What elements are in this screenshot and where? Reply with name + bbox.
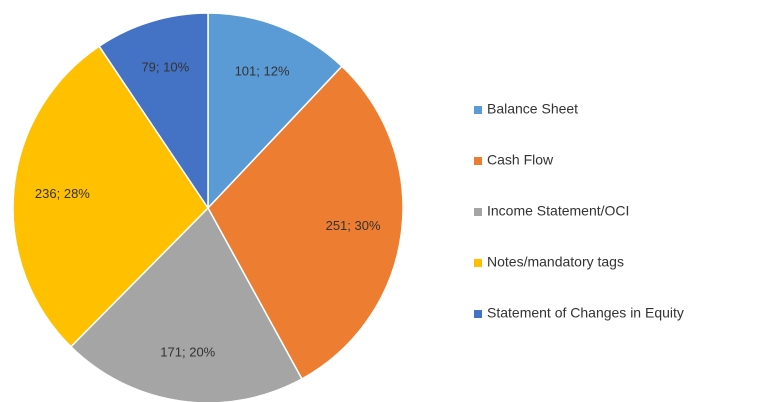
legend-swatch [474, 208, 482, 216]
legend-label: Income Statement/OCI [487, 203, 629, 219]
legend-label: Statement of Changes in Equity [487, 305, 684, 321]
data-label: 236; 28% [35, 186, 90, 201]
legend-swatch [474, 259, 482, 267]
pie-slice [207, 12, 344, 210]
legend-label: Balance Sheet [487, 101, 578, 117]
legend-swatch [474, 157, 482, 165]
data-label: 251; 30% [326, 218, 381, 233]
data-label: 171; 20% [160, 344, 215, 359]
pie-slice [12, 45, 209, 348]
data-label: 101; 12% [235, 64, 290, 79]
pie-slice [207, 65, 404, 380]
legend-swatch [474, 310, 482, 318]
legend-label: Cash Flow [487, 152, 554, 168]
legend-label: Notes/mandatory tags [487, 254, 624, 270]
pie-slice [98, 12, 209, 211]
pie-slice [69, 206, 303, 402]
data-label: 79; 10% [141, 60, 189, 75]
legend-swatch [474, 106, 482, 114]
